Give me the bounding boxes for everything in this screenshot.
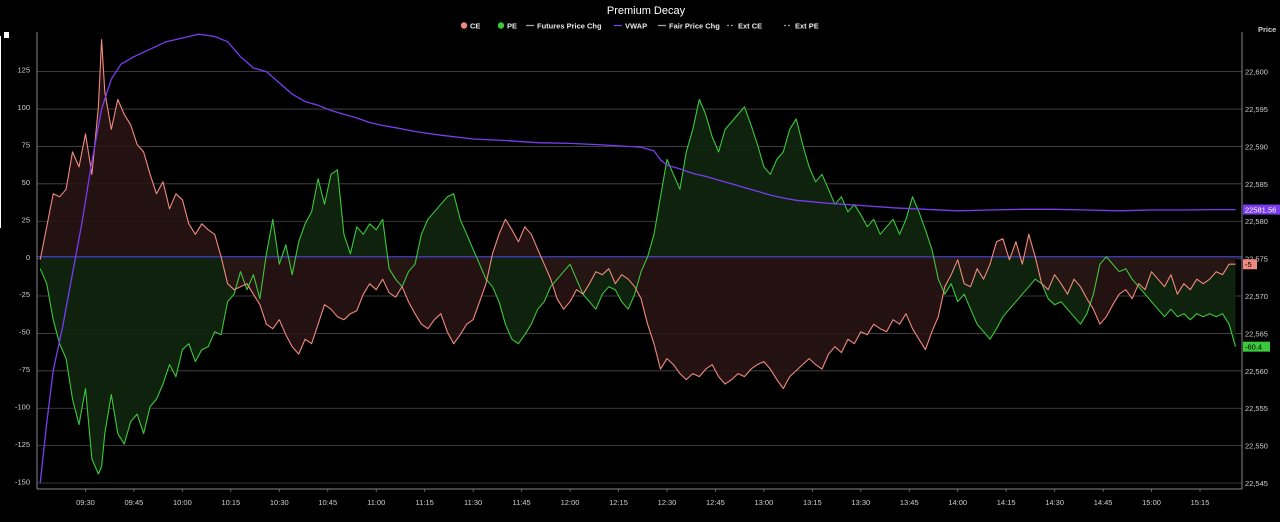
x-tick-label: 11:00 (367, 498, 385, 507)
y-right-tick-label: 22,580 (1245, 217, 1268, 226)
y-right-tick-label: 22,575 (1245, 255, 1268, 264)
legend-label: PE (507, 22, 517, 31)
x-tick-label: 15:00 (1142, 498, 1161, 507)
vwap-end-label: 22581.56 (1245, 206, 1276, 215)
x-tick-label: 12:45 (706, 498, 725, 507)
x-tick-label: 12:15 (609, 498, 628, 507)
x-tick-label: 11:30 (464, 498, 482, 507)
x-tick-label: 14:15 (997, 498, 1016, 507)
fill-layer (40, 39, 1236, 475)
y-left-tick-label: -75 (19, 365, 30, 374)
y-right-tick-label: 22,590 (1245, 142, 1268, 151)
label-layer: 22581.56 -5 -60.4 (1243, 204, 1280, 352)
y-right-tick-label: 22,560 (1245, 367, 1268, 376)
legend: CE PE Futures Price Chg VWAP Fair Price Chg E… (460, 22, 819, 31)
legend-label: Fair Price Chg (669, 22, 720, 31)
y-left-tick-label: -25 (19, 290, 30, 299)
legend-label: Ext PE (795, 22, 819, 31)
y-left-tick-label: 100 (17, 103, 30, 112)
x-tick-label: 14:45 (1094, 498, 1113, 507)
y-right-tick-label: 22,565 (1245, 329, 1268, 338)
y-left-tick-label: 75 (22, 140, 30, 149)
legend-label: CE (470, 22, 480, 31)
x-tick-label: 14:00 (948, 498, 967, 507)
line-layer (37, 33, 1242, 484)
y-right-axis-label: Price (1258, 25, 1276, 34)
x-tick-label: 11:45 (512, 498, 530, 507)
y-left-tick-label: 50 (22, 178, 30, 187)
legend-label: Futures Price Chg (537, 22, 602, 31)
x-tick-label: 15:15 (1191, 498, 1210, 507)
x-tick-label: 11:15 (416, 498, 434, 507)
legend-dot-ce (460, 22, 468, 29)
x-tick-label: 13:30 (851, 498, 870, 507)
x-tick-label: 10:00 (173, 498, 192, 507)
y-right-tick-label: 22,545 (1245, 479, 1268, 488)
ce-area (40, 39, 1236, 389)
pe-end-label: -60.4 (1245, 343, 1262, 352)
x-tick-label: 12:00 (561, 498, 580, 507)
x-tick-label: 13:45 (900, 498, 919, 507)
y-left-tick-label: 0 (26, 253, 30, 262)
x-tick-label: 14:30 (1045, 498, 1064, 507)
y-left-tick-label: -125 (15, 440, 30, 449)
x-tick-label: 12:30 (658, 498, 677, 507)
y-right-tick-label: 22,550 (1245, 442, 1268, 451)
legend-label: Ext CE (738, 22, 762, 31)
y-right-tick-label: 22,585 (1245, 180, 1268, 189)
y-left-tick-label: 125 (17, 65, 30, 74)
ce-end-label-bg (1243, 259, 1257, 270)
x-tick-label: 10:45 (318, 498, 337, 507)
vwap-line (39, 33, 1236, 484)
y-left-tick-label: -150 (15, 478, 30, 487)
legend-dot-pe (497, 22, 505, 29)
x-tick-label: 13:15 (803, 498, 822, 507)
y-right-tick-label: 22,595 (1245, 105, 1268, 114)
y-left-tick-label: -50 (19, 328, 30, 337)
ce-line (39, 38, 1236, 390)
legend-label: VWAP (625, 22, 647, 31)
y-right-tick-label: 22,570 (1245, 292, 1268, 301)
pe-area (40, 99, 1236, 475)
x-tick-label: 13:00 (754, 498, 773, 507)
x-tick-label: 10:15 (221, 498, 240, 507)
pe-line (39, 98, 1237, 475)
y-right-tick-label: 22,600 (1245, 68, 1268, 77)
axis-layer: 22,600 22,595 22,590 22,585 22,580 22,575 22,5… (15, 32, 1268, 507)
left-edge-marker (4, 32, 9, 38)
x-tick-label: 09:45 (125, 498, 144, 507)
vwap-end-label-bg (1243, 204, 1280, 215)
x-tick-label: 09:30 (76, 498, 95, 507)
y-left-tick-label: 25 (22, 215, 30, 224)
y-right-tick-label: 22,555 (1245, 404, 1268, 413)
y-left-tick-label: -100 (15, 403, 30, 412)
chart-title: Premium Decay (607, 5, 686, 17)
x-tick-label: 10:30 (270, 498, 289, 507)
pe-end-label-bg (1243, 341, 1270, 352)
ce-end-label: -5 (1245, 260, 1252, 269)
